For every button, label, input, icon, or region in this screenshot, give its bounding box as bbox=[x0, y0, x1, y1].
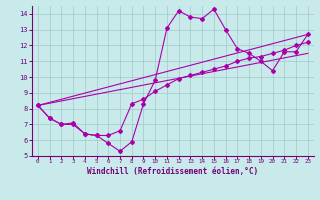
X-axis label: Windchill (Refroidissement éolien,°C): Windchill (Refroidissement éolien,°C) bbox=[87, 167, 258, 176]
